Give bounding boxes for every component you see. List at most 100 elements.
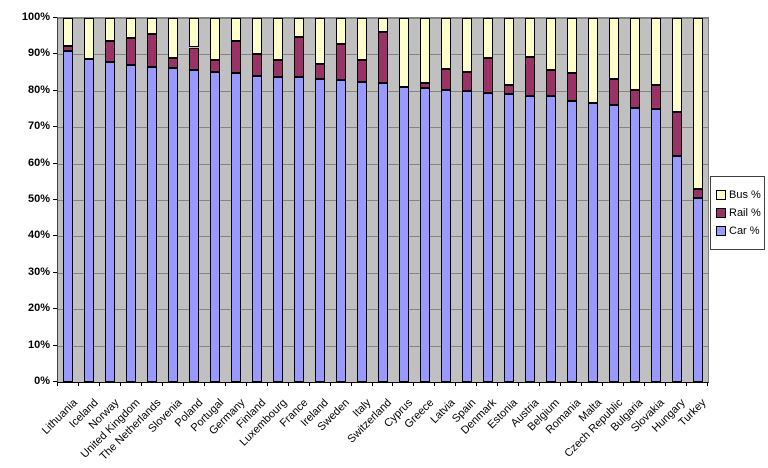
bar-segment-car: [608, 105, 619, 382]
bar-segment-rail: [650, 85, 661, 109]
bar-lithuania: [63, 18, 74, 382]
x-tick-mark: [287, 382, 289, 386]
x-tick-mark: [350, 382, 352, 386]
bar-segment-rail: [692, 189, 703, 199]
bar-segment-car: [147, 66, 158, 382]
y-tick-mark: [53, 381, 57, 382]
bar-segment-bus: [461, 18, 472, 72]
bar-segment-bus: [210, 18, 221, 60]
bar-segment-rail: [545, 70, 556, 97]
bar-belgium: [545, 18, 556, 382]
bar-segment-bus: [126, 18, 137, 38]
bar-turkey: [692, 18, 703, 382]
x-tick-mark: [497, 382, 499, 386]
y-tick-label: 0%: [34, 375, 50, 387]
y-tick-label: 20%: [27, 302, 50, 315]
bar-segment-bus: [482, 18, 493, 58]
legend-entry-car: Car %: [716, 225, 760, 237]
y-tick-mark: [53, 17, 57, 18]
bar-segment-car: [378, 82, 388, 382]
bar-slovenia: [168, 18, 179, 382]
x-tick-mark: [602, 382, 604, 386]
x-tick-mark: [539, 382, 541, 386]
x-tick-mark: [266, 382, 268, 386]
bar-segment-car: [503, 93, 514, 382]
x-tick-mark: [434, 382, 436, 386]
bar-segment-rail: [126, 37, 137, 65]
x-tick-mark: [644, 382, 646, 386]
x-tick-mark: [392, 382, 394, 386]
x-tick-mark: [518, 382, 520, 386]
legend-swatch-bus: [716, 190, 726, 200]
bar-segment-bus: [587, 18, 598, 103]
bar-malta: [587, 18, 598, 382]
bar-segment-rail: [294, 36, 305, 78]
bar-segment-car: [461, 91, 472, 382]
bar-segment-car: [294, 77, 305, 382]
bar-segment-rail: [252, 54, 263, 76]
bar-segment-rail: [105, 40, 116, 63]
bar-segment-bus: [503, 18, 514, 86]
bar-segment-car: [63, 50, 74, 382]
bar-segment-car: [357, 82, 368, 382]
bar-poland: [189, 18, 200, 382]
legend-label: Car %: [729, 225, 760, 237]
x-tick-mark: [476, 382, 478, 386]
bar-segment-car: [587, 102, 598, 382]
x-tick-mark: [581, 382, 583, 386]
x-tick-mark: [665, 382, 667, 386]
bar-segment-bus: [189, 18, 200, 48]
bar-slovakia: [650, 18, 661, 382]
bar-denmark: [482, 18, 493, 382]
bar-segment-bus: [440, 18, 451, 70]
y-tick-label: 80%: [27, 83, 50, 96]
bar-segment-rail: [503, 85, 514, 94]
bar-segment-car: [273, 76, 284, 382]
bar-czech-republic: [608, 18, 619, 382]
bar-segment-car: [650, 108, 661, 382]
bar-italy: [357, 18, 368, 382]
y-tick-mark: [53, 89, 57, 91]
legend-label: Bus %: [729, 189, 761, 201]
bar-segment-car: [189, 70, 200, 382]
bar-segment-rail: [231, 40, 242, 73]
bar-segment-bus: [168, 18, 179, 59]
bar-ireland: [315, 18, 326, 382]
bar-bulgaria: [629, 18, 640, 382]
bar-segment-bus: [315, 18, 326, 65]
x-tick-mark: [455, 382, 457, 386]
bar-finland: [252, 18, 263, 382]
bar-segment-rail: [566, 72, 577, 101]
x-tick-mark: [371, 382, 373, 386]
bar-segment-bus: [545, 18, 556, 71]
bar-segment-car: [315, 78, 326, 382]
legend-swatch-car: [716, 226, 726, 236]
bar-germany: [231, 18, 242, 382]
bar-segment-rail: [608, 78, 619, 106]
bar-romania: [566, 18, 577, 382]
x-tick-mark: [686, 382, 688, 386]
y-tick-mark: [53, 344, 57, 346]
bar-estonia: [503, 18, 514, 382]
bar-luxembourg: [273, 18, 284, 382]
bar-segment-rail: [168, 58, 179, 69]
bar-segment-bus: [398, 18, 409, 87]
bar-segment-bus: [147, 18, 158, 35]
bar-segment-bus: [629, 18, 640, 91]
bar-segment-car: [231, 72, 242, 382]
bar-segment-rail: [357, 60, 368, 83]
bar-segment-rail: [210, 59, 221, 72]
y-tick-mark: [53, 235, 57, 237]
bar-segment-rail: [336, 44, 347, 80]
bar-segment-bus: [273, 18, 284, 60]
y-tick-label: 70%: [27, 120, 50, 133]
bar-segment-rail: [482, 57, 493, 94]
bar-segment-bus: [419, 18, 430, 83]
y-tick-mark: [53, 53, 57, 55]
legend-entry-bus: Bus %: [716, 189, 761, 201]
bar-portugal: [210, 18, 221, 382]
bar-united-kingdom: [126, 18, 137, 382]
y-tick-label: 10%: [27, 338, 50, 351]
bar-segment-rail: [189, 47, 200, 71]
